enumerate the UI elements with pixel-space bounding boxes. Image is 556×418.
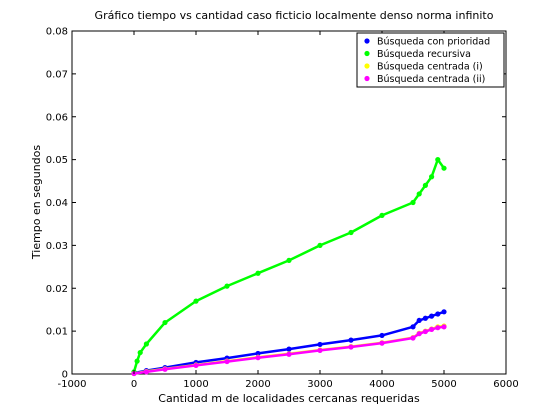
data-point bbox=[435, 325, 441, 331]
chart-title: Gráfico tiempo vs cantidad caso ficticio… bbox=[95, 9, 494, 22]
data-point bbox=[255, 350, 261, 357]
data-point bbox=[379, 332, 385, 339]
data-point bbox=[143, 369, 149, 375]
legend-marker bbox=[364, 50, 370, 57]
y-tick-label: 0.05 bbox=[46, 155, 68, 166]
data-point bbox=[441, 165, 447, 171]
series-line bbox=[133, 310, 445, 375]
data-point bbox=[422, 328, 428, 335]
y-tick-label: 0 bbox=[62, 370, 68, 381]
data-point bbox=[137, 349, 143, 356]
data-point bbox=[162, 319, 168, 326]
x-tick-label: 1000 bbox=[183, 379, 208, 390]
data-point bbox=[224, 283, 230, 289]
data-point bbox=[429, 326, 435, 333]
data-point bbox=[348, 337, 354, 343]
x-tick-label: 3000 bbox=[307, 379, 332, 390]
data-point bbox=[379, 212, 385, 218]
data-point bbox=[348, 344, 354, 350]
data-point bbox=[410, 199, 416, 206]
legend-label: Búsqueda centrada (i) bbox=[377, 62, 483, 73]
plot-marks bbox=[131, 157, 447, 377]
series-2 bbox=[131, 157, 447, 375]
data-point bbox=[435, 311, 441, 317]
data-point bbox=[255, 355, 261, 361]
x-axis-label: Cantidad m de localidades cercanas reque… bbox=[158, 392, 420, 405]
data-point bbox=[416, 331, 422, 337]
axis-ticks: -1000 0 1000 2000 3000 4000 5000 600000.010.020… bbox=[46, 27, 519, 391]
y-tick-label: 0.02 bbox=[46, 284, 68, 295]
data-point bbox=[224, 358, 230, 365]
legend-marker bbox=[364, 38, 370, 44]
y-tick-label: 0.03 bbox=[46, 241, 68, 252]
data-point bbox=[429, 174, 435, 180]
data-point bbox=[429, 313, 435, 319]
data-point bbox=[286, 346, 292, 352]
data-point bbox=[193, 362, 199, 369]
x-tick-label: 5000 bbox=[431, 379, 456, 390]
data-point bbox=[193, 298, 199, 304]
x-tick-label: -1000 bbox=[57, 379, 86, 390]
y-axis-label: Tiempo en segundos bbox=[30, 145, 43, 261]
data-point bbox=[410, 335, 416, 341]
x-tick-label: 4000 bbox=[369, 379, 394, 390]
legend-label: Búsqueda recursiva bbox=[377, 49, 471, 60]
data-point bbox=[441, 309, 447, 315]
data-point bbox=[143, 341, 149, 347]
series-line bbox=[133, 325, 445, 375]
data-point bbox=[441, 324, 447, 330]
x-tick-label: 6000 bbox=[493, 379, 518, 390]
data-point bbox=[379, 340, 385, 346]
data-point bbox=[435, 157, 441, 163]
data-point bbox=[422, 182, 428, 188]
data-point bbox=[162, 366, 168, 372]
data-point bbox=[286, 257, 292, 263]
legend-box bbox=[356, 32, 505, 88]
data-point bbox=[134, 358, 140, 364]
data-point bbox=[416, 191, 422, 197]
data-point bbox=[286, 351, 292, 357]
data-point bbox=[255, 270, 261, 276]
y-tick-label: 0.07 bbox=[46, 69, 68, 80]
data-point bbox=[317, 242, 323, 248]
y-tick-label: 0.01 bbox=[46, 327, 68, 338]
y-tick-label: 0.08 bbox=[46, 27, 68, 38]
y-tick-label: 0.06 bbox=[46, 112, 68, 123]
legend-marker bbox=[364, 63, 370, 69]
legend-label: Búsqueda con prioridad bbox=[377, 37, 490, 48]
data-point bbox=[317, 347, 323, 354]
x-tick-label: 0 bbox=[131, 379, 137, 390]
data-point bbox=[416, 317, 422, 324]
y-tick-label: 0.04 bbox=[46, 198, 68, 209]
data-point bbox=[422, 315, 428, 321]
x-tick-label: 2000 bbox=[245, 379, 270, 390]
data-point bbox=[317, 341, 323, 348]
data-point bbox=[410, 324, 416, 330]
legend-marker bbox=[364, 75, 370, 82]
legend-label: Búsqueda centrada (ii) bbox=[377, 74, 485, 85]
data-point bbox=[348, 229, 354, 236]
